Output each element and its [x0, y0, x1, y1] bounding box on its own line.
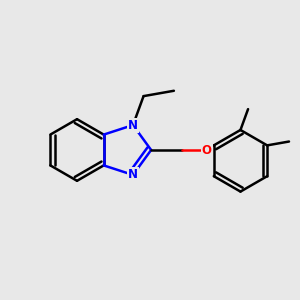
Text: N: N [128, 168, 138, 182]
Text: N: N [128, 118, 138, 132]
Text: O: O [202, 143, 212, 157]
